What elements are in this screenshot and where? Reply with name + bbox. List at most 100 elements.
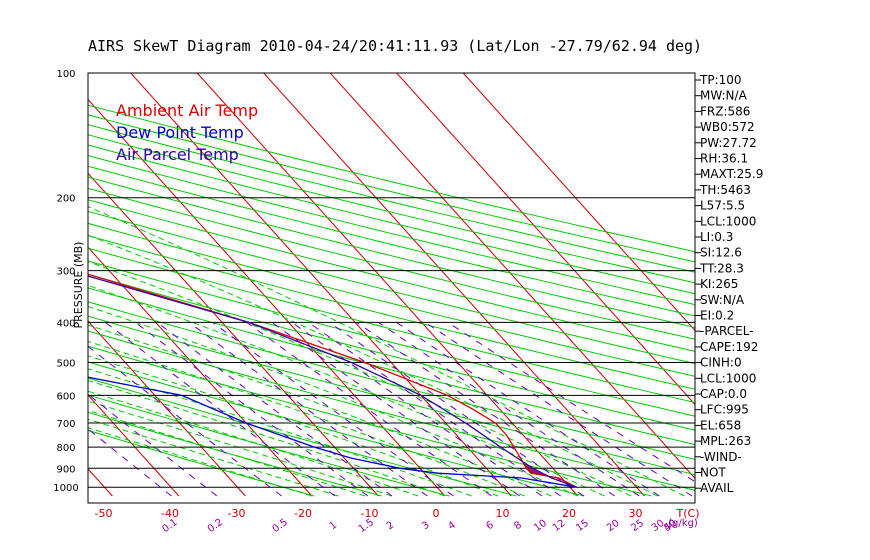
moist-adiabat: [88, 305, 579, 497]
dry-adiabat: [88, 144, 695, 295]
dry-adiabat: [88, 235, 695, 390]
mixing-ratio-tick-label: 12: [551, 518, 568, 534]
index-item: RH:36.1: [700, 152, 748, 166]
dry-adiabat: [88, 345, 652, 497]
mixing-ratio-tick-label: 10: [532, 518, 549, 534]
bottom-temp-tick-label: 30: [629, 507, 643, 520]
index-item: TH:5463: [699, 183, 751, 197]
index-item: LCL:1000: [700, 214, 756, 228]
isotherm-line: [88, 394, 180, 497]
pressure-tick-label: 900: [56, 464, 75, 475]
moist-adiabat: [88, 340, 525, 497]
moist-adiabat: [88, 390, 419, 497]
mixing-ratio-line: [271, 321, 520, 497]
index-item: CAP:0.0: [700, 387, 747, 401]
moist-adiabat: [88, 380, 446, 497]
pressure-tick-label: 100: [56, 69, 75, 80]
dry-adiabat: [88, 273, 695, 431]
index-item: EI:0.2: [700, 309, 734, 323]
series-line-0: [88, 273, 577, 488]
moist-adiabat: [88, 324, 552, 497]
isotherm-line: [196, 73, 579, 497]
series-layer: [88, 273, 577, 488]
dry-adiabat: [88, 114, 695, 263]
pressure-tick-label: 800: [56, 443, 75, 454]
legend-item: Dew Point Temp: [116, 123, 244, 142]
isotherm-line: [263, 73, 645, 497]
pressure-tick-label: 400: [56, 318, 75, 329]
index-item: CAPE:192: [700, 340, 758, 354]
index-item: MW:N/A: [700, 89, 748, 103]
dry-adiabat: [88, 104, 695, 253]
series-line-2: [88, 275, 577, 488]
dry-adiabat: [88, 394, 450, 497]
dry-adiabat: [88, 377, 517, 497]
index-item: -WIND-: [700, 450, 742, 464]
index-item: MPL:263: [700, 434, 751, 448]
mixing-ratio-tick-label: 20: [605, 518, 622, 534]
index-item: LFC:995: [700, 403, 749, 417]
pressure-tick-label: 600: [56, 391, 75, 402]
mixing-ratio-line: [425, 321, 693, 497]
legend: Ambient Air Temp Dew Point Temp Air Parcel…: [116, 101, 258, 164]
mixing-ratio-tick-label: 2: [385, 520, 397, 533]
moist-adiabat: [88, 368, 472, 497]
index-item: -PARCEL-: [700, 324, 754, 338]
plot-frame: [87, 72, 696, 504]
temp-unit-label: T(C): [676, 507, 700, 520]
bottom-temp-tick-label: 20: [562, 507, 576, 520]
legend-item: Ambient Air Temp: [116, 101, 258, 120]
bottom-temp-tick-label: -20: [294, 507, 312, 520]
index-item: MAXT:25.9: [700, 167, 763, 181]
dry-adiabat: [88, 134, 695, 284]
dry-adiabat: [88, 411, 382, 497]
dry-adiabat: [88, 199, 695, 352]
mixing-ratio-tick-label: 8: [512, 520, 524, 533]
dry-adiabat: [88, 165, 695, 317]
mixing-ratio-tick-label: 15: [574, 518, 591, 534]
index-item: WB0:572: [700, 120, 755, 134]
index-item: NOT: [700, 466, 726, 480]
index-item: PW:27.72: [700, 136, 757, 150]
index-item: KI:265: [700, 277, 738, 291]
index-item: L57:5.5: [700, 199, 745, 213]
mixing-ratio-tick-label: 1: [328, 520, 340, 533]
mixing-ratio-unit-label: (g/kg): [668, 518, 698, 529]
moist-adiabat: [88, 284, 605, 497]
mixing-ratio-line: [88, 428, 172, 497]
dry-adiabat: [88, 330, 695, 491]
index-item: TP:100: [699, 73, 742, 87]
dry-adiabat: [88, 247, 695, 404]
bottom-temp-tick-label: -40: [161, 507, 179, 520]
isotherm-line: [396, 73, 695, 406]
bottom-temp-tick-label: -50: [95, 507, 113, 520]
pressure-tick-label: 200: [56, 194, 75, 205]
dry-adiabat: [88, 429, 315, 497]
moist-adiabat: [88, 400, 392, 497]
mixing-ratio-line: [88, 393, 218, 497]
moist-adiabat: [88, 234, 658, 497]
dry-adiabat: [88, 315, 695, 476]
dry-adiabat: [88, 155, 695, 306]
grid-layer: [0, 73, 695, 497]
mixing-ratio-tick-label: 0.5: [271, 517, 290, 535]
index-item: AVAIL: [700, 481, 734, 495]
mixing-ratio-tick-label: 25: [629, 518, 646, 534]
mixing-ratio-tick-label: 0.2: [206, 517, 225, 535]
dry-adiabat: [88, 361, 585, 497]
index-item: SW:N/A: [700, 293, 745, 307]
isotherm-line: [0, 73, 46, 496]
bottom-temp-tick-label: 10: [496, 507, 510, 520]
bottom-temp-tick-label: -10: [361, 507, 379, 520]
pressure-tick-label: 700: [56, 419, 75, 430]
pressure-tick-label: 300: [56, 267, 75, 278]
isotherm-line: [88, 320, 246, 497]
pressure-tick-label: 500: [56, 359, 75, 370]
index-item: EL:658: [700, 418, 741, 432]
legend-item: Air Parcel Temp: [116, 145, 239, 164]
dry-adiabat: [88, 222, 695, 377]
mixing-ratio-line: [156, 321, 393, 497]
moist-adiabat: [88, 261, 632, 497]
